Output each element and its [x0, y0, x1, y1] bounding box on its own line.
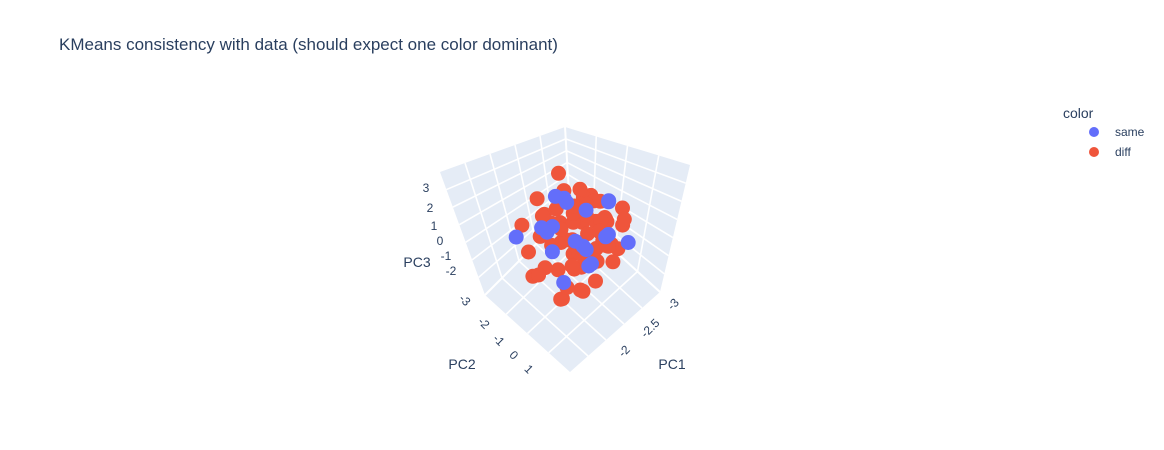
- data-point-same[interactable]: [578, 202, 594, 218]
- grid-line: [614, 145, 629, 252]
- data-point-diff[interactable]: [615, 200, 630, 216]
- data-point-diff[interactable]: [564, 258, 580, 274]
- data-point-diff[interactable]: [531, 267, 547, 283]
- tick-label-pc3: 3: [423, 181, 430, 195]
- data-point-diff[interactable]: [588, 273, 603, 289]
- tick-label-pc2: -3: [456, 291, 474, 309]
- grid-line: [452, 149, 567, 208]
- tick-label-pc2: -1: [490, 331, 508, 349]
- legend-items[interactable]: same diff: [1089, 125, 1145, 159]
- legend-title: color: [1063, 105, 1094, 121]
- data-point-same[interactable]: [545, 219, 560, 235]
- grid-line: [636, 155, 660, 272]
- data-point-same[interactable]: [567, 233, 583, 249]
- data-point-same[interactable]: [620, 235, 636, 250]
- data-point-same[interactable]: [556, 275, 572, 290]
- legend-label: same: [1115, 125, 1145, 139]
- data-point-diff[interactable]: [550, 262, 566, 278]
- data-point-same[interactable]: [578, 242, 594, 258]
- data-point-same[interactable]: [534, 220, 550, 236]
- tick-label-pc3: -1: [441, 249, 452, 263]
- tick-label-pc3: 2: [427, 201, 434, 215]
- tick-label-pc1: -2.5: [638, 316, 663, 341]
- data-point-diff[interactable]: [605, 254, 621, 270]
- data-point-diff[interactable]: [551, 165, 566, 181]
- axis-title-pc3: PC3: [403, 254, 430, 270]
- data-points[interactable]: [508, 165, 636, 307]
- legend-marker: [1089, 147, 1099, 157]
- legend-item-same[interactable]: same: [1089, 125, 1145, 139]
- tick-label-pc3: -2: [446, 264, 457, 278]
- data-point-diff[interactable]: [572, 181, 588, 197]
- legend-label: diff: [1115, 145, 1131, 159]
- data-point-diff[interactable]: [575, 283, 591, 299]
- data-point-same[interactable]: [598, 229, 614, 245]
- data-point-same[interactable]: [559, 195, 575, 210]
- data-point-same[interactable]: [547, 188, 563, 204]
- grid-line: [446, 138, 567, 191]
- legend-item-diff[interactable]: diff: [1089, 145, 1131, 159]
- legend-marker: [1089, 127, 1099, 137]
- data-point-diff[interactable]: [554, 291, 570, 307]
- axis-titles: PC3 PC2 PC1: [403, 254, 685, 372]
- axis-title-pc2: PC2: [448, 356, 475, 372]
- data-point-diff[interactable]: [529, 191, 545, 207]
- tick-label-pc1: -2: [615, 342, 633, 360]
- data-point-diff[interactable]: [534, 208, 550, 224]
- data-point-same[interactable]: [584, 256, 599, 272]
- data-point-diff[interactable]: [521, 244, 536, 260]
- chart-title: KMeans consistency with data (should exp…: [59, 35, 558, 54]
- grid-line: [548, 270, 639, 354]
- tick-label-pc2: 1: [522, 362, 537, 377]
- grid-line: [514, 144, 537, 245]
- data-point-same[interactable]: [508, 229, 524, 245]
- data-point-diff[interactable]: [616, 211, 632, 227]
- data-point-same[interactable]: [544, 244, 560, 260]
- tick-label-pc3: 1: [431, 219, 438, 233]
- tick-label-pc1: -3: [664, 295, 682, 313]
- tick-label-pc2: 0: [507, 348, 522, 363]
- axis-title-pc1: PC1: [658, 356, 685, 372]
- data-point-diff[interactable]: [514, 217, 530, 233]
- tick-label-pc2: -2: [475, 314, 493, 332]
- grid-line: [464, 162, 503, 279]
- tick-label-pc3: 0: [437, 234, 444, 248]
- legend[interactable]: color same diff: [1063, 105, 1145, 159]
- grid-line: [465, 173, 569, 243]
- data-point-same[interactable]: [601, 194, 617, 210]
- grid-line: [458, 161, 568, 226]
